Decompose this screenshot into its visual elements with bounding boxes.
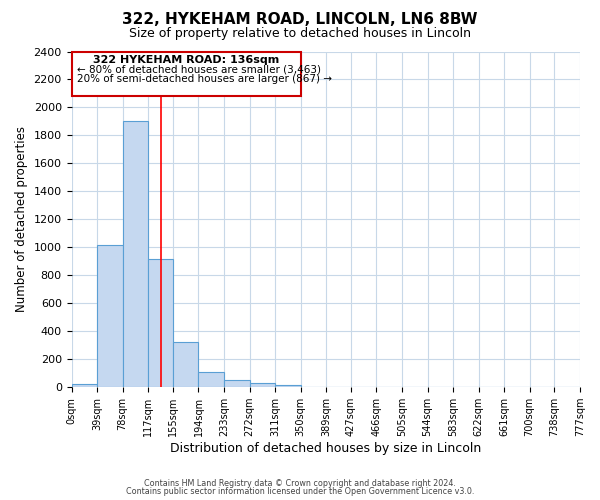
Bar xyxy=(122,122,148,387)
X-axis label: Distribution of detached houses by size in Lincoln: Distribution of detached houses by size … xyxy=(170,442,481,455)
Bar xyxy=(224,380,250,387)
Text: Contains HM Land Registry data © Crown copyright and database right 2024.: Contains HM Land Registry data © Crown c… xyxy=(144,478,456,488)
Text: Size of property relative to detached houses in Lincoln: Size of property relative to detached ho… xyxy=(129,28,471,40)
Bar xyxy=(71,384,97,387)
Text: 322 HYKEHAM ROAD: 136sqm: 322 HYKEHAM ROAD: 136sqm xyxy=(93,55,279,65)
Text: 322, HYKEHAM ROAD, LINCOLN, LN6 8BW: 322, HYKEHAM ROAD, LINCOLN, LN6 8BW xyxy=(122,12,478,28)
Bar xyxy=(199,372,224,387)
Bar xyxy=(148,258,173,387)
Text: 20% of semi-detached houses are larger (867) →: 20% of semi-detached houses are larger (… xyxy=(77,74,332,84)
Text: Contains public sector information licensed under the Open Government Licence v3: Contains public sector information licen… xyxy=(126,487,474,496)
FancyBboxPatch shape xyxy=(71,52,301,96)
Text: ← 80% of detached houses are smaller (3,463): ← 80% of detached houses are smaller (3,… xyxy=(77,65,321,75)
Bar xyxy=(250,383,275,387)
Y-axis label: Number of detached properties: Number of detached properties xyxy=(15,126,28,312)
Bar xyxy=(173,342,199,387)
Bar xyxy=(275,385,301,387)
Bar xyxy=(97,244,122,387)
